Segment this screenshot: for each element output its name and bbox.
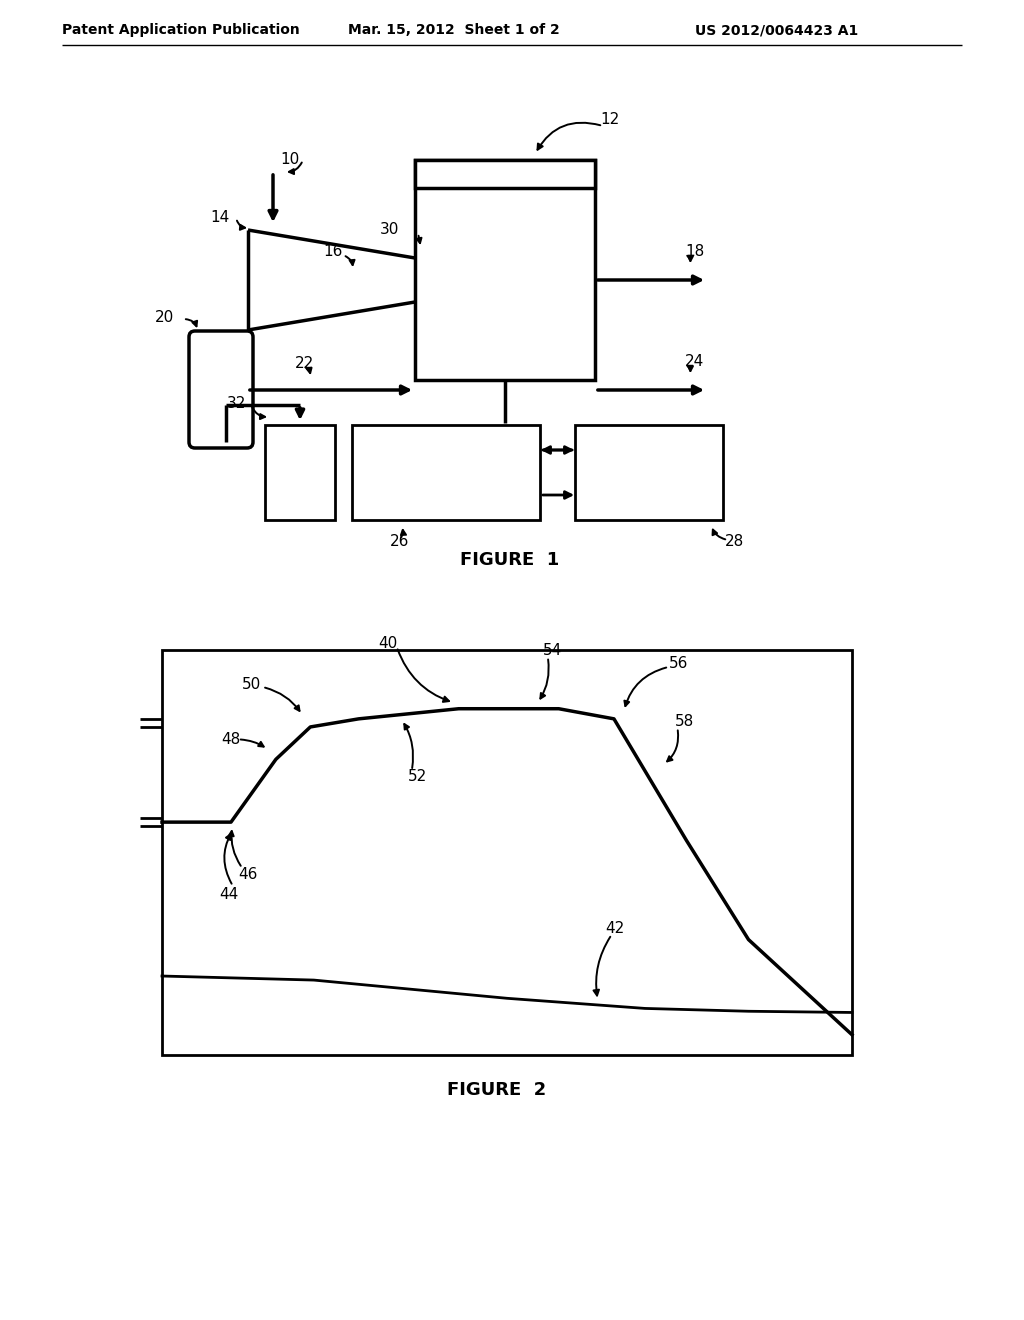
- Text: 52: 52: [408, 770, 427, 784]
- Text: 14: 14: [210, 210, 229, 226]
- Text: 54: 54: [543, 643, 562, 659]
- Text: 50: 50: [243, 677, 261, 693]
- Text: 22: 22: [295, 356, 314, 371]
- Text: 12: 12: [600, 112, 620, 128]
- Text: FIGURE  1: FIGURE 1: [461, 550, 560, 569]
- Text: 30: 30: [380, 223, 399, 238]
- Text: 20: 20: [155, 309, 174, 325]
- Bar: [575, 425, 723, 520]
- Text: 40: 40: [379, 636, 398, 651]
- Bar: [265, 425, 335, 520]
- Text: 48: 48: [221, 731, 240, 747]
- Text: 56: 56: [669, 656, 688, 672]
- Text: Mar. 15, 2012  Sheet 1 of 2: Mar. 15, 2012 Sheet 1 of 2: [348, 22, 560, 37]
- Text: 46: 46: [239, 867, 258, 882]
- Bar: [415, 160, 595, 187]
- Text: 32: 32: [227, 396, 247, 411]
- Text: 18: 18: [685, 244, 705, 260]
- Text: US 2012/0064423 A1: US 2012/0064423 A1: [695, 22, 858, 37]
- Text: 42: 42: [605, 921, 624, 936]
- Text: FIGURE  2: FIGURE 2: [447, 1081, 547, 1100]
- Text: 16: 16: [323, 244, 342, 260]
- Text: 28: 28: [725, 535, 744, 549]
- FancyBboxPatch shape: [189, 331, 253, 447]
- Text: Patent Application Publication: Patent Application Publication: [62, 22, 300, 37]
- Bar: [352, 425, 540, 520]
- Text: 58: 58: [676, 714, 694, 729]
- Text: 10: 10: [280, 153, 299, 168]
- Text: 44: 44: [219, 887, 239, 902]
- Text: 26: 26: [390, 535, 410, 549]
- Bar: [162, 649, 852, 1055]
- Bar: [415, 160, 595, 380]
- Text: 24: 24: [685, 355, 705, 370]
